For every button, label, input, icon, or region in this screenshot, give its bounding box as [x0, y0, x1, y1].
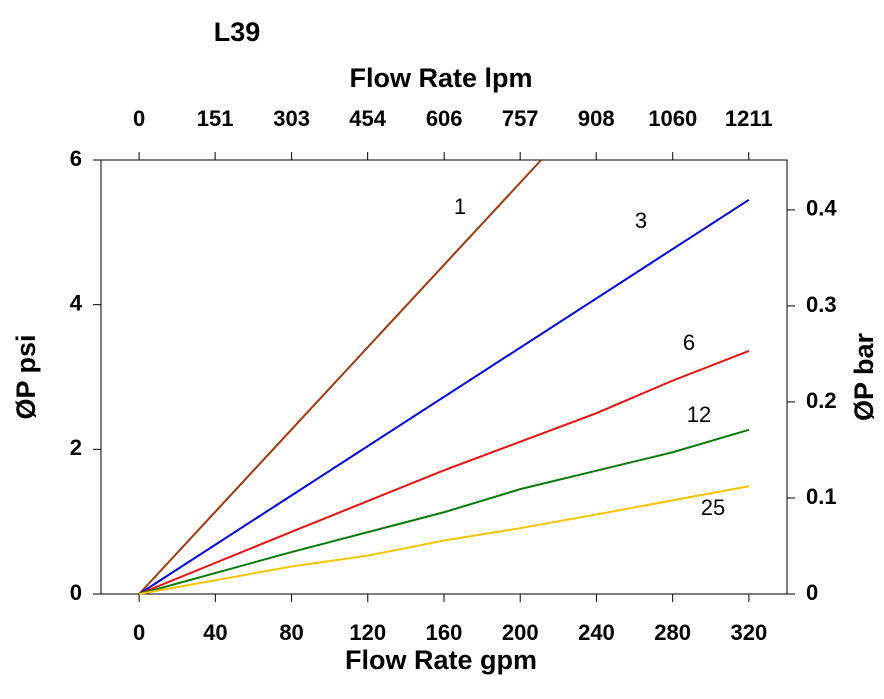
y2-tick-label: 0	[806, 580, 818, 605]
x-tick-label: 320	[731, 620, 768, 645]
chart-title: L39	[214, 17, 261, 47]
x2-tick-label: 151	[197, 106, 234, 131]
y2-tick-label: 0.4	[806, 196, 837, 221]
y2-tick-label: 0.2	[806, 388, 837, 413]
x2-tick-label: 454	[349, 106, 386, 131]
series-line	[138, 485, 750, 595]
x2-tick-label: 606	[426, 106, 463, 131]
y-tick-label: 4	[70, 290, 83, 315]
series-line	[138, 428, 750, 595]
x2-tick-label: 908	[578, 106, 615, 131]
y2-tick-label: 0.3	[806, 292, 837, 317]
x2-tick-label: 1211	[725, 106, 773, 131]
x-axis-title: Flow Rate gpm	[345, 645, 537, 675]
x2-tick-label: 303	[273, 106, 310, 131]
y2-tick-label: 0.1	[806, 484, 837, 509]
series-line	[138, 198, 750, 595]
y-tick-label: 2	[70, 435, 82, 460]
x-tick-label: 40	[203, 620, 227, 645]
y2-axis-title: ØP bar	[849, 332, 879, 421]
series-line	[138, 350, 750, 595]
x-tick-label: 200	[502, 620, 539, 645]
top-axis-title: Flow Rate lpm	[349, 63, 532, 93]
x2-tick-label: 757	[502, 106, 539, 131]
x-tick-label: 0	[133, 620, 145, 645]
x2-tick-label: 0	[133, 106, 145, 131]
x-tick-label: 80	[279, 620, 303, 645]
y-tick-label: 6	[70, 146, 82, 171]
x-tick-label: 240	[578, 620, 615, 645]
series-label: 25	[701, 495, 725, 520]
y-axis-title: ØP psi	[11, 334, 41, 419]
series-label: 12	[687, 402, 711, 427]
series-label: 1	[454, 194, 466, 219]
x-tick-label: 160	[426, 620, 463, 645]
series-label: 3	[635, 208, 647, 233]
x-tick-label: 120	[349, 620, 386, 645]
series-line	[138, 159, 542, 595]
series-label: 6	[683, 330, 695, 355]
y-tick-label: 0	[70, 580, 82, 605]
x2-tick-label: 1060	[648, 106, 697, 131]
x-tick-label: 280	[654, 620, 691, 645]
